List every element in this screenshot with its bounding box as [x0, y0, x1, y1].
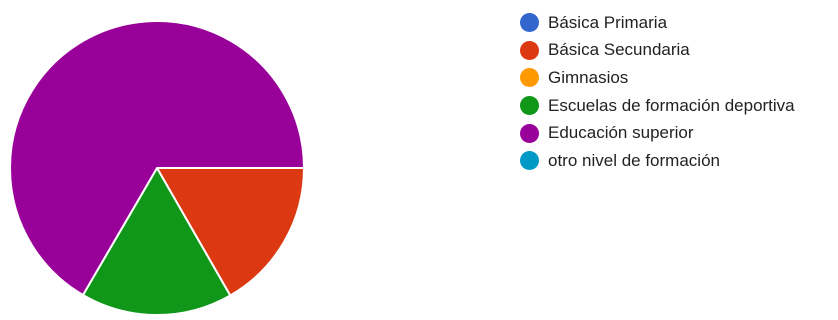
pie-slice-3[interactable] — [81, 167, 232, 316]
legend-swatch-icon — [520, 123, 539, 143]
legend-swatch-icon — [520, 13, 539, 33]
legend-swatch-icon — [520, 151, 539, 171]
legend-item-4[interactable]: Educación superior — [520, 119, 795, 147]
legend-swatch-icon — [520, 40, 539, 60]
legend-item-3[interactable]: Escuelas de formación deportiva — [520, 92, 795, 120]
legend-item-2[interactable]: Gimnasios — [520, 64, 795, 92]
legend-swatch-icon — [520, 96, 539, 116]
legend-label: Gimnasios — [548, 67, 629, 87]
legend-label: Educación superior — [548, 123, 694, 143]
legend-label: otro nivel de formación — [548, 150, 720, 170]
legend-swatch-icon — [520, 68, 539, 88]
legend-label: Escuelas de formación deportiva — [548, 95, 795, 115]
legend-item-1[interactable]: Básica Secundaria — [520, 37, 795, 65]
pie-slice-1[interactable] — [156, 167, 305, 297]
legend-label: Básica Secundaria — [548, 40, 690, 60]
pie-slice-4[interactable] — [9, 20, 305, 296]
legend-item-0[interactable]: Básica Primaria — [520, 9, 795, 37]
legend-item-5[interactable]: otro nivel de formación — [520, 147, 795, 175]
chart-legend: Básica Primaria Básica Secundaria Gimnasio… — [520, 9, 795, 175]
legend-label: Básica Primaria — [548, 12, 668, 32]
